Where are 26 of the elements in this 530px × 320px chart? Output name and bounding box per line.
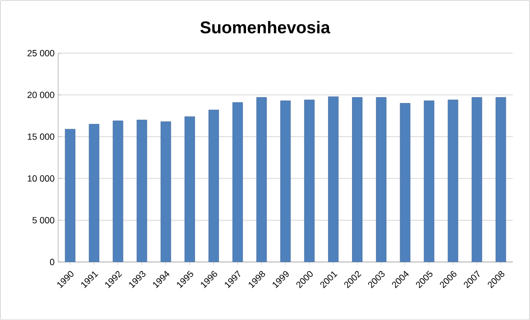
bar <box>88 124 100 262</box>
bar <box>352 97 362 262</box>
bar <box>304 100 315 262</box>
bar <box>184 116 195 262</box>
y-tick-label: 5 000 <box>32 216 54 224</box>
y-tick-label: 20 000 <box>28 92 54 98</box>
bar <box>160 121 172 262</box>
bar <box>64 128 76 262</box>
bar <box>280 100 291 262</box>
bar <box>496 97 506 262</box>
y-tick-label: 0 <box>50 258 54 266</box>
bar <box>328 96 339 262</box>
bar <box>256 97 267 262</box>
bar <box>136 120 148 262</box>
bar <box>424 100 434 262</box>
bar <box>472 97 482 262</box>
bar <box>208 110 219 262</box>
bar <box>232 102 243 262</box>
bar <box>112 120 124 262</box>
bar <box>400 103 410 262</box>
chart-title: Suomenhevosia <box>200 20 330 34</box>
bar <box>448 100 458 262</box>
bar <box>376 97 386 262</box>
y-tick-label: 10 000 <box>28 175 54 182</box>
y-tick-label: 25 000 <box>28 50 54 56</box>
y-tick-label: 15 000 <box>28 133 54 140</box>
